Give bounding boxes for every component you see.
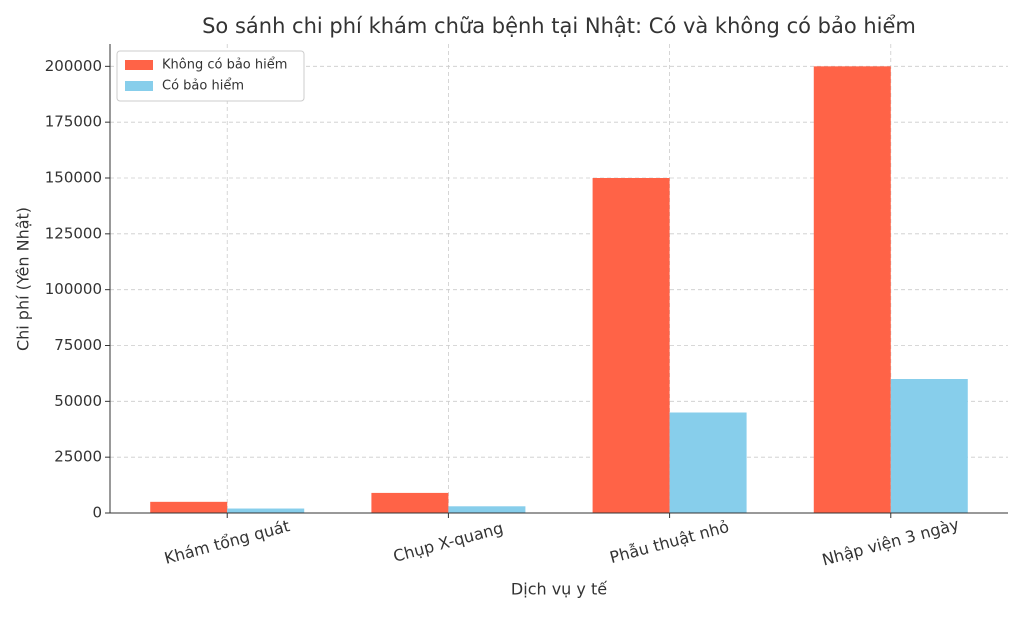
bar: [448, 506, 526, 513]
chart-title: So sánh chi phí khám chữa bệnh tại Nhật:…: [202, 14, 916, 38]
y-tick-label: 25000: [54, 448, 102, 466]
bar: [813, 66, 891, 513]
y-tick-label: 0: [92, 504, 102, 522]
bar: [890, 379, 968, 513]
y-tick-label: 100000: [45, 280, 102, 298]
legend-swatch: [125, 81, 153, 91]
legend-label: Không có bảo hiểm: [162, 58, 287, 73]
x-tick-label: Khám tổng quát: [162, 516, 291, 568]
legend-box: [116, 50, 305, 102]
x-axis-label: Dịch vụ y tế: [511, 580, 607, 599]
bar: [150, 501, 228, 513]
y-axis-label: Chi phí (Yên Nhật): [14, 207, 33, 351]
x-tick-label: Nhập viện 3 ngày: [820, 515, 961, 570]
y-tick-label: 75000: [54, 336, 102, 354]
y-tick-label: 150000: [45, 169, 102, 187]
y-tick-label: 175000: [45, 113, 102, 131]
y-tick-label: 200000: [45, 57, 102, 75]
x-tick-label: Chụp X-quang: [391, 518, 505, 566]
legend-label: Có bảo hiểm: [162, 79, 244, 94]
bar: [669, 412, 747, 513]
legend-swatch: [125, 60, 153, 70]
bar: [371, 492, 449, 513]
bar: [227, 508, 305, 513]
y-tick-label: 125000: [45, 224, 102, 242]
y-tick-label: 50000: [54, 392, 102, 410]
x-tick-label: Phẫu thuật nhỏ: [608, 517, 731, 567]
bar: [592, 178, 670, 513]
